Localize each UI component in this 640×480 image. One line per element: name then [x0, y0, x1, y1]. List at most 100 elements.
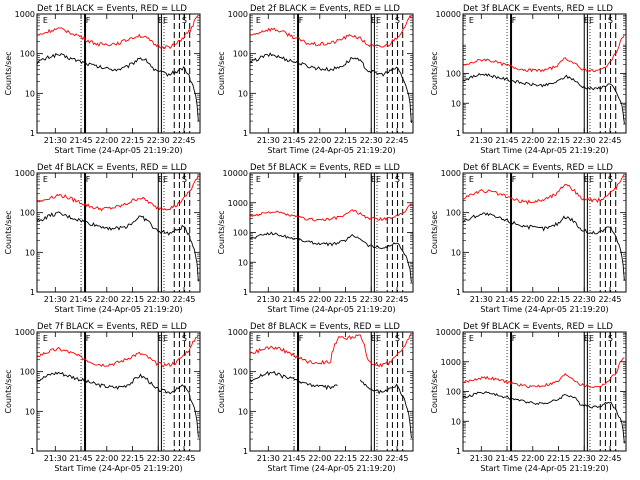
x-tick-label: 22:15	[547, 295, 570, 304]
x-tick-label: 22:00	[95, 295, 118, 304]
series-lld-line	[462, 174, 625, 205]
x-tick-label: 22:15	[121, 454, 144, 463]
x-tick-label: 22:45	[385, 454, 408, 463]
series-events-line	[462, 391, 625, 444]
y-axis-label: Counts/sec	[430, 51, 439, 95]
x-tick-label: 21:30	[257, 136, 280, 145]
plot-frame	[36, 331, 201, 452]
panel-det-6: Det 6f BLACK = Events, RED = LLD 1 10 100 10…	[430, 163, 627, 314]
event-marker-label: E	[469, 334, 474, 343]
x-tick-label: 22:15	[121, 136, 144, 145]
event-marker-label: E	[158, 16, 163, 25]
x-tick-label: 22:00	[308, 454, 331, 463]
x-tick-label: 22:00	[95, 136, 118, 145]
event-marker-label: S	[608, 16, 613, 25]
x-tick-label: 22:45	[598, 295, 621, 304]
x-tick-label: 22:30	[360, 454, 383, 463]
event-marker-label: E	[158, 175, 163, 184]
x-tick-label: 22:00	[308, 136, 331, 145]
x-tick-label: 22:45	[598, 136, 621, 145]
x-tick-label: 21:45	[496, 295, 519, 304]
y-tick-label: 1	[243, 447, 248, 456]
y-tick-label: 100	[20, 368, 35, 377]
event-marker-label: E	[589, 334, 594, 343]
x-tick-label: 22:30	[147, 136, 170, 145]
event-marker-label: E	[376, 334, 381, 343]
x-tick-label: 21:30	[470, 295, 493, 304]
event-marker-label: E	[584, 175, 589, 184]
event-marker-label: F	[299, 334, 304, 343]
event-marker-label: S	[395, 175, 400, 184]
event-marker-label: S	[182, 16, 187, 25]
y-tick-label: 1	[30, 288, 35, 297]
panel-title: Det 7f BLACK = Events, RED = LLD	[37, 322, 187, 332]
event-marker-label: S	[182, 334, 187, 343]
y-tick-label: 1	[456, 447, 461, 456]
x-axis-label: Start Time (24-Apr-05 21:19:20)	[54, 464, 182, 473]
event-marker-label: E	[469, 16, 474, 25]
event-marker-label: E	[256, 175, 261, 184]
y-tick-label: 1000	[228, 10, 248, 19]
event-marker-label: E	[371, 175, 376, 184]
x-tick-label: 21:45	[283, 454, 306, 463]
event-marker-label: E	[589, 175, 594, 184]
y-tick-label: 100	[20, 209, 35, 218]
y-tick-label: 1	[30, 447, 35, 456]
x-tick-label: 22:15	[334, 454, 357, 463]
y-tick-label: 10000	[223, 169, 248, 178]
event-marker-label: E	[158, 334, 163, 343]
y-tick-label: 1000	[441, 358, 461, 367]
event-marker-label: E	[43, 334, 48, 343]
series-lld-line	[462, 34, 625, 73]
plot-frame	[462, 331, 627, 452]
x-tick-label: 21:45	[70, 295, 93, 304]
plot-frame	[462, 13, 627, 134]
event-marker-label: F	[299, 16, 304, 25]
x-tick-label: 21:45	[496, 454, 519, 463]
plot-frame	[462, 172, 627, 293]
panel-title: Det 8f BLACK = Events, RED = LLD	[250, 322, 400, 332]
panel-det-7: Det 7f BLACK = Events, RED = LLD 1 10 100 10…	[4, 322, 201, 473]
event-marker-label: F	[512, 175, 517, 184]
y-axis-label: Counts/sec	[4, 51, 13, 95]
x-tick-label: 22:30	[360, 136, 383, 145]
x-axis-label: Start Time (24-Apr-05 21:19:20)	[480, 464, 608, 473]
y-tick-label: 100	[233, 229, 248, 238]
y-axis-label: Counts/sec	[217, 210, 226, 254]
y-tick-label: 100	[446, 388, 461, 397]
x-tick-label: 21:30	[470, 454, 493, 463]
y-tick-label: 10	[451, 248, 461, 257]
event-marker-label: S	[608, 334, 613, 343]
panel-det-2: Det 2f BLACK = Events, RED = LLD 1 10 100 10…	[217, 4, 414, 155]
x-tick-label: 22:00	[308, 295, 331, 304]
panel-title: Det 5f BLACK = Events, RED = LLD	[250, 163, 400, 173]
x-tick-label: 22:30	[573, 454, 596, 463]
x-tick-label: 21:30	[257, 295, 280, 304]
x-tick-label: 22:15	[547, 454, 570, 463]
plot-frame	[249, 13, 414, 134]
series-lld-line	[36, 334, 199, 368]
panel-det-1: Det 1f BLACK = Events, RED = LLD 1 10 100 10…	[4, 4, 201, 155]
series-lld-line	[463, 357, 625, 389]
x-tick-label: 22:00	[521, 136, 544, 145]
y-tick-label: 10	[451, 417, 461, 426]
x-tick-label: 22:15	[334, 295, 357, 304]
series-events-line	[36, 52, 199, 122]
x-tick-label: 21:45	[70, 136, 93, 145]
event-marker-label: F	[299, 175, 304, 184]
x-tick-label: 22:45	[385, 295, 408, 304]
y-tick-label: 100	[233, 368, 248, 377]
y-axis-label: Counts/sec	[430, 369, 439, 413]
x-tick-label: 21:30	[470, 136, 493, 145]
panel-det-5: Det 5f BLACK = Events, RED = LLD 1 10 100 10…	[217, 163, 414, 314]
event-marker-label: F	[512, 16, 517, 25]
x-tick-label: 21:30	[44, 454, 67, 463]
x-tick-label: 21:45	[283, 295, 306, 304]
y-tick-label: 1000	[15, 328, 35, 337]
x-tick-label: 21:30	[44, 295, 67, 304]
y-tick-label: 1	[30, 129, 35, 138]
series-events-line	[36, 371, 199, 438]
event-marker-label: E	[584, 16, 589, 25]
y-axis-label: Counts/sec	[430, 210, 439, 254]
x-axis-label: Start Time (24-Apr-05 21:19:20)	[267, 464, 395, 473]
